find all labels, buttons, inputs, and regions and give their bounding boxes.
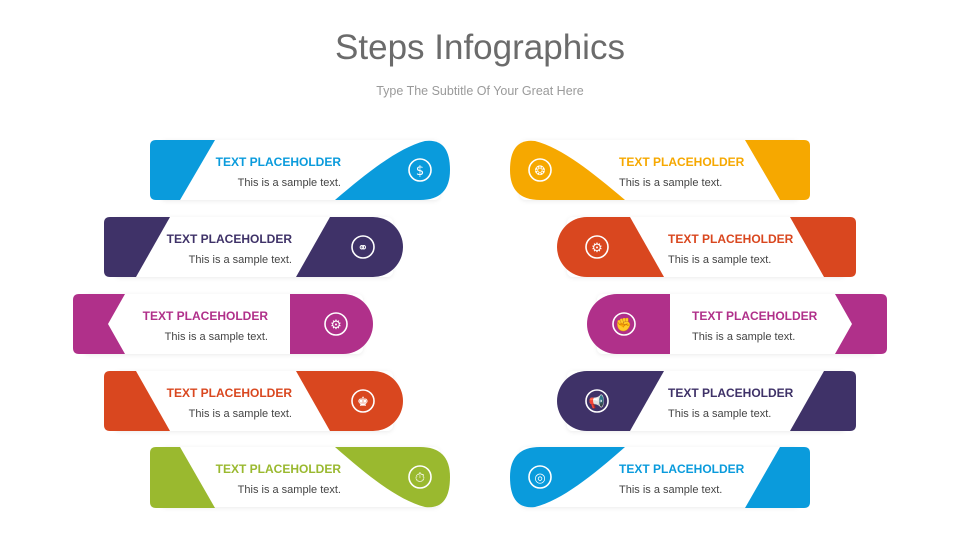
step-title: TEXT PLACEHOLDER: [668, 232, 794, 246]
step-tab-shape: [835, 294, 887, 354]
step-text-left-1: TEXT PLACEHOLDER This is a sample text.: [141, 155, 341, 189]
step-text-right-1: TEXT PLACEHOLDER This is a sample text.: [619, 155, 819, 189]
step-tab-shape: [745, 140, 810, 200]
step-text-right-4: TEXT PLACEHOLDER This is a sample text.: [668, 386, 868, 420]
step-icon-shape: [296, 217, 403, 277]
step-tab-shape: [104, 371, 170, 431]
stopwatch-icon: ⏱: [408, 465, 432, 489]
step-tab-shape: [790, 217, 856, 277]
step-text-left-4: TEXT PLACEHOLDER This is a sample text.: [92, 386, 292, 420]
step-title: TEXT PLACEHOLDER: [215, 155, 341, 169]
svg-text:✊: ✊: [616, 317, 632, 333]
step-title: TEXT PLACEHOLDER: [166, 232, 292, 246]
svg-text:❂: ❂: [535, 164, 546, 179]
step-tab-shape: [104, 217, 170, 277]
page-subtitle: Type The Subtitle Of Your Great Here: [376, 84, 584, 98]
step-icon-shape: [290, 294, 373, 354]
step-title: TEXT PLACEHOLDER: [142, 309, 268, 323]
step-title: TEXT PLACEHOLDER: [619, 462, 745, 476]
step-tab-shape: [790, 371, 856, 431]
step-description: This is a sample text.: [237, 484, 341, 496]
step-left-4: [104, 371, 403, 431]
gear-icon: ⚙: [585, 235, 609, 259]
money-plant-icon: $: [408, 158, 432, 182]
step-description: This is a sample text.: [692, 331, 796, 343]
svg-text:⏱: ⏱: [415, 471, 425, 486]
step-icon-shape: [510, 140, 625, 200]
step-description: This is a sample text.: [237, 177, 341, 189]
step-icon-shape: [335, 140, 450, 200]
step-right-1: [510, 140, 810, 200]
megaphone-icon: 📢: [585, 389, 609, 413]
step-description: This is a sample text.: [668, 254, 772, 266]
step-title: TEXT PLACEHOLDER: [668, 386, 794, 400]
svg-text:$: $: [416, 164, 424, 179]
step-description: This is a sample text.: [619, 177, 723, 189]
target-user-icon: ◎: [528, 465, 552, 489]
page-title: Steps Infographics: [335, 28, 625, 67]
step-right-5: [510, 447, 810, 508]
step-text-left-2: TEXT PLACEHOLDER This is a sample text.: [92, 232, 292, 266]
step-title: TEXT PLACEHOLDER: [166, 386, 292, 400]
step-description: This is a sample text.: [188, 408, 292, 420]
step-tab-shape: [150, 447, 215, 508]
svg-text:⚙: ⚙: [330, 318, 342, 333]
step-icon-shape: [587, 294, 670, 354]
svg-text:♚: ♚: [357, 395, 369, 410]
brain-bulb-icon: ❂: [528, 158, 552, 182]
step-left-3: [73, 294, 373, 354]
step-description: This is a sample text.: [188, 254, 292, 266]
fist-idea-icon: ✊: [612, 312, 636, 336]
step-left-5: [150, 447, 450, 508]
chain-link-icon: ⚭: [351, 235, 375, 259]
chess-king-icon: ♚: [351, 389, 375, 413]
step-right-4: [557, 371, 856, 431]
step-tab-shape: [745, 447, 810, 508]
step-tab-shape: [73, 294, 125, 354]
step-title: TEXT PLACEHOLDER: [215, 462, 341, 476]
step-text-left-5: TEXT PLACEHOLDER This is a sample text.: [141, 462, 341, 496]
step-text-right-5: TEXT PLACEHOLDER This is a sample text.: [619, 462, 819, 496]
step-description: This is a sample text.: [668, 408, 772, 420]
svg-text:⚙: ⚙: [591, 241, 603, 256]
step-tab-shape: [150, 140, 215, 200]
step-text-right-3: TEXT PLACEHOLDER This is a sample text.: [692, 309, 892, 343]
svg-text:◎: ◎: [534, 471, 545, 486]
step-right-2: [557, 217, 856, 277]
svg-text:📢: 📢: [589, 394, 605, 410]
step-icon-shape: [557, 371, 664, 431]
step-icon-shape: [335, 447, 450, 508]
svg-text:⚭: ⚭: [358, 241, 369, 256]
step-right-3: [587, 294, 887, 354]
step-description: This is a sample text.: [619, 484, 723, 496]
step-title: TEXT PLACEHOLDER: [619, 155, 745, 169]
step-title: TEXT PLACEHOLDER: [692, 309, 818, 323]
step-left-2: [104, 217, 403, 277]
step-description: This is a sample text.: [164, 331, 268, 343]
step-text-right-2: TEXT PLACEHOLDER This is a sample text.: [668, 232, 868, 266]
step-icon-shape: [557, 217, 664, 277]
step-icon-shape: [510, 447, 625, 508]
step-text-left-3: TEXT PLACEHOLDER This is a sample text.: [68, 309, 268, 343]
step-icon-shape: [296, 371, 403, 431]
step-left-1: [150, 140, 450, 200]
gear-wrench-icon: ⚙: [324, 312, 348, 336]
